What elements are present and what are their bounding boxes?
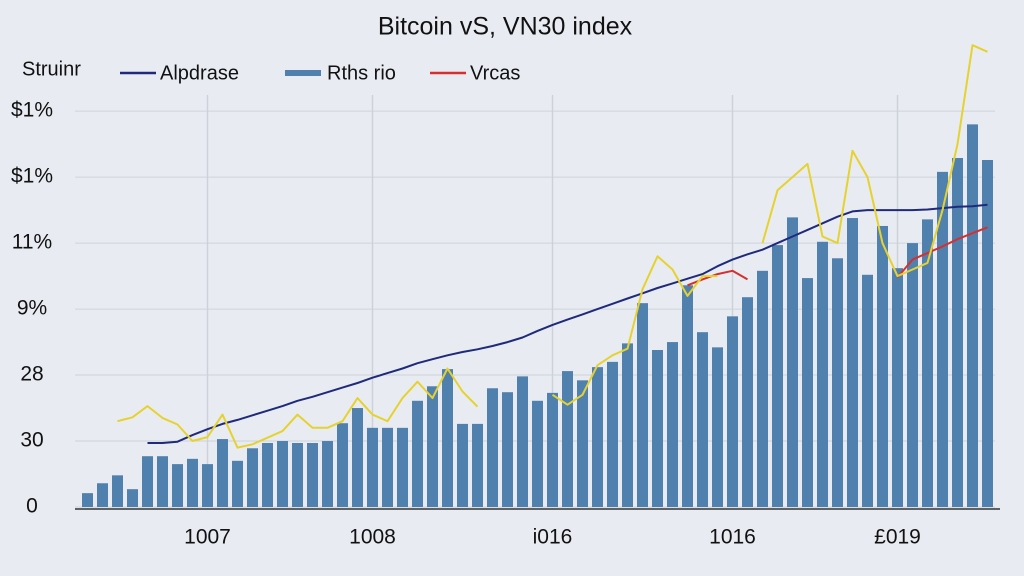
chart-title: Bitcoin vS, VN30 index bbox=[378, 13, 633, 41]
legend-label: Alpdrase bbox=[160, 62, 239, 84]
bar bbox=[742, 297, 753, 507]
legend-title: Struinr bbox=[22, 58, 81, 80]
legend-label: Vrcas bbox=[470, 62, 520, 84]
bar bbox=[817, 241, 828, 507]
bar bbox=[397, 427, 408, 507]
bar bbox=[892, 268, 903, 507]
bar bbox=[712, 347, 723, 507]
bar bbox=[907, 243, 918, 507]
bar bbox=[247, 448, 258, 507]
x-tick-label: i016 bbox=[533, 526, 573, 549]
bar bbox=[682, 285, 693, 507]
bar bbox=[127, 489, 138, 507]
bar bbox=[652, 349, 663, 507]
bar bbox=[307, 443, 318, 507]
bar bbox=[277, 441, 288, 507]
bar bbox=[967, 124, 978, 507]
bar bbox=[352, 408, 363, 507]
bar bbox=[862, 274, 873, 507]
bar bbox=[517, 376, 528, 507]
bar bbox=[667, 342, 678, 507]
y-tick-label: $1% bbox=[11, 165, 53, 188]
bar bbox=[262, 443, 273, 507]
y-tick-label: 30 bbox=[20, 429, 43, 452]
bar bbox=[502, 392, 513, 507]
y-tick-label: $1% bbox=[11, 99, 53, 122]
bar bbox=[487, 388, 498, 507]
bar bbox=[922, 219, 933, 507]
x-tick-label: £019 bbox=[874, 526, 921, 549]
bar bbox=[97, 483, 108, 507]
x-tick-label: 1016 bbox=[709, 526, 756, 549]
bar bbox=[787, 217, 798, 507]
x-tick-label: 1008 bbox=[349, 526, 396, 549]
bar bbox=[382, 427, 393, 507]
bar bbox=[157, 456, 168, 507]
bar bbox=[82, 493, 93, 507]
bar bbox=[457, 423, 468, 507]
bar bbox=[832, 258, 843, 507]
bar bbox=[337, 423, 348, 507]
bar bbox=[847, 218, 858, 507]
bar bbox=[187, 458, 198, 507]
bar bbox=[562, 371, 573, 507]
bar bbox=[172, 464, 183, 507]
bar bbox=[877, 225, 888, 508]
bar bbox=[292, 443, 303, 507]
bar bbox=[367, 427, 378, 507]
legend-label: Rths rio bbox=[327, 62, 396, 84]
bar bbox=[757, 270, 768, 507]
bar bbox=[547, 392, 558, 507]
bar bbox=[412, 400, 423, 507]
bar bbox=[577, 380, 588, 507]
bar bbox=[727, 316, 738, 507]
y-tick-label: 28 bbox=[20, 363, 43, 386]
y-tick-label: 11% bbox=[12, 231, 52, 254]
x-tick-label: 1007 bbox=[184, 526, 231, 549]
bar bbox=[937, 171, 948, 507]
bar bbox=[802, 278, 813, 507]
bar bbox=[607, 361, 618, 507]
bar bbox=[142, 456, 153, 507]
bar bbox=[442, 369, 453, 507]
bar bbox=[472, 423, 483, 507]
bar bbox=[592, 367, 603, 507]
bar bbox=[952, 158, 963, 507]
bar bbox=[112, 475, 123, 507]
bar bbox=[622, 343, 633, 507]
line bbox=[147, 203, 988, 444]
bar bbox=[772, 245, 783, 507]
bar bbox=[982, 159, 993, 507]
bar bbox=[322, 441, 333, 507]
y-tick-label: 0 bbox=[26, 495, 38, 518]
bar bbox=[697, 332, 708, 507]
bar bbox=[532, 400, 543, 507]
bar bbox=[232, 460, 243, 507]
bar bbox=[637, 303, 648, 507]
y-tick-label: 9% bbox=[17, 297, 47, 320]
bar bbox=[217, 439, 228, 507]
bar bbox=[202, 464, 213, 507]
line bbox=[117, 44, 988, 449]
bar bbox=[427, 386, 438, 507]
